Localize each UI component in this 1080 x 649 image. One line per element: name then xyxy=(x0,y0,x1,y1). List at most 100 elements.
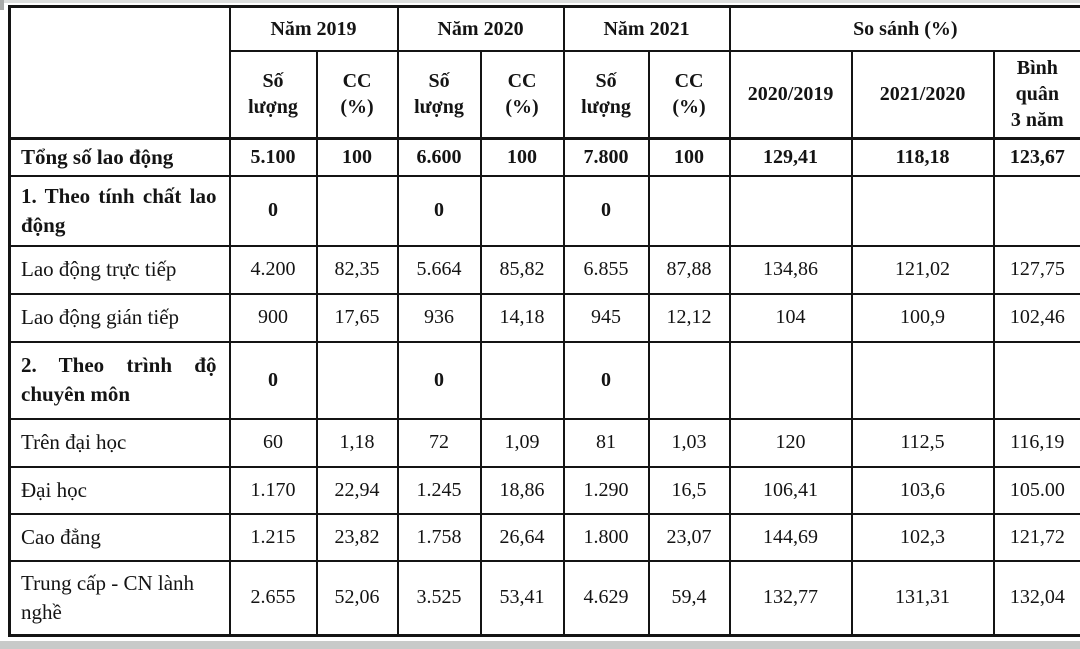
row-label: Tổng số lao động xyxy=(8,137,231,177)
table-cell: 26,64 xyxy=(479,512,565,562)
table-cell: 1.758 xyxy=(396,512,482,562)
table-cell: 2.655 xyxy=(228,559,318,637)
table-header: Năm 2019 Năm 2020 Năm 2021 So sánh (%) S… xyxy=(8,5,1080,140)
col-header-cc-2021: CC (%) xyxy=(647,49,731,140)
table-cell: 60 xyxy=(228,417,318,468)
col-group-so-sanh: So sánh (%) xyxy=(728,5,1080,52)
corner-cell xyxy=(8,5,231,140)
col-header-so-luong-2021: Số lượng xyxy=(562,49,650,140)
row-label: Trên đại học xyxy=(8,417,231,468)
header-group-row: Năm 2019 Năm 2020 Năm 2021 So sánh (%) xyxy=(8,5,1080,140)
table-cell: 12,12 xyxy=(647,292,731,343)
table-cell: 3.525 xyxy=(396,559,482,637)
table-cell xyxy=(315,340,399,420)
table-cell: 1.800 xyxy=(562,512,650,562)
table-cell: 4.200 xyxy=(228,244,318,295)
table-cell: 100,9 xyxy=(850,292,995,343)
table-cell: 87,88 xyxy=(647,244,731,295)
table-cell: 85,82 xyxy=(479,244,565,295)
table-cell: 5.664 xyxy=(396,244,482,295)
table-cell: 53,41 xyxy=(479,559,565,637)
table-cell xyxy=(647,174,731,247)
table-cell: 52,06 xyxy=(315,559,399,637)
labor-statistics-table: Năm 2019 Năm 2020 Năm 2021 So sánh (%) S… xyxy=(8,5,1080,637)
table-cell: 0 xyxy=(228,174,318,247)
table-cell: 23,07 xyxy=(647,512,731,562)
table-cell: 72 xyxy=(396,417,482,468)
page-top-strip xyxy=(0,0,1080,3)
table-cell: 14,18 xyxy=(479,292,565,343)
table-cell xyxy=(315,174,399,247)
table-cell: 0 xyxy=(562,340,650,420)
table-cell: 1.290 xyxy=(562,465,650,515)
table-cell xyxy=(479,174,565,247)
table-cell: 121,72 xyxy=(992,512,1080,562)
row-label: Lao động trực tiếp xyxy=(8,244,231,295)
col-header-so-luong-2019: Số lượng xyxy=(228,49,318,140)
table-cell: 116,19 xyxy=(992,417,1080,468)
table-cell: 81 xyxy=(562,417,650,468)
table-row: Lao động gián tiếp 900 17,65 936 14,18 945 12,… xyxy=(8,292,1080,343)
table-cell: 100 xyxy=(479,137,565,177)
row-label: Lao động gián tiếp xyxy=(8,292,231,343)
table-cell: 123,67 xyxy=(992,137,1080,177)
table-row: Trên đại học 60 1,18 72 1,09 81 1,03 120 112,5 11… xyxy=(8,417,1080,468)
col-header-so-luong-2020: Số lượng xyxy=(396,49,482,140)
table-cell: 6.855 xyxy=(562,244,650,295)
table-cell: 7.800 xyxy=(562,137,650,177)
table-cell: 82,35 xyxy=(315,244,399,295)
col-header-cc-2019: CC (%) xyxy=(315,49,399,140)
table-row: Tổng số lao động 5.100 100 6.600 100 7.800 100… xyxy=(8,137,1080,177)
col-group-nam-2020: Năm 2020 xyxy=(396,5,565,52)
table-cell: 120 xyxy=(728,417,853,468)
row-label: Đại học xyxy=(8,465,231,515)
table-cell xyxy=(850,340,995,420)
col-group-nam-2019: Năm 2019 xyxy=(228,5,399,52)
table-cell: 59,4 xyxy=(647,559,731,637)
col-header-2021-2020: 2021/2020 xyxy=(850,49,995,140)
table-cell: 17,65 xyxy=(315,292,399,343)
scan-artifact xyxy=(0,0,4,10)
table-cell: 102,3 xyxy=(850,512,995,562)
table-cell xyxy=(647,340,731,420)
table-cell: 1,18 xyxy=(315,417,399,468)
table-cell: 132,77 xyxy=(728,559,853,637)
col-header-binh-quan-3-nam: Bình quân 3 năm xyxy=(992,49,1080,140)
table-cell: 131,31 xyxy=(850,559,995,637)
table-cell: 16,5 xyxy=(647,465,731,515)
header-sub-row: Số lượng CC (%) Số lượng CC (%) Số lượng… xyxy=(10,49,1080,140)
table-cell: 144,69 xyxy=(728,512,853,562)
table-cell: 4.629 xyxy=(562,559,650,637)
table-cell: 1.170 xyxy=(228,465,318,515)
table-cell: 0 xyxy=(396,174,482,247)
table-cell xyxy=(479,340,565,420)
table-cell: 1.215 xyxy=(228,512,318,562)
table-row: Cao đẳng 1.215 23,82 1.758 26,64 1.800 23,07 14… xyxy=(8,512,1080,562)
row-label: 1. Theo tính chất lao động xyxy=(8,174,231,247)
table-row: 1. Theo tính chất lao động 0 0 0 xyxy=(8,174,1080,247)
table-cell xyxy=(992,340,1080,420)
table-cell: 945 xyxy=(562,292,650,343)
table-cell: 1.245 xyxy=(396,465,482,515)
row-label: Trung cấp - CN lành nghề xyxy=(8,559,231,637)
col-group-nam-2021: Năm 2021 xyxy=(562,5,731,52)
table-cell: 103,6 xyxy=(850,465,995,515)
page-bottom-strip xyxy=(0,641,1080,649)
table-row: Lao động trực tiếp 4.200 82,35 5.664 85,82 6.… xyxy=(8,244,1080,295)
table-cell: 0 xyxy=(396,340,482,420)
table-cell: 104 xyxy=(728,292,853,343)
table-cell: 22,94 xyxy=(315,465,399,515)
table-cell: 0 xyxy=(562,174,650,247)
table-cell xyxy=(992,174,1080,247)
col-header-cc-2020: CC (%) xyxy=(479,49,565,140)
row-label: 2. Theo trình độ chuyên môn xyxy=(8,340,231,420)
row-label: Cao đẳng xyxy=(8,512,231,562)
table-cell xyxy=(728,174,853,247)
table-cell: 18,86 xyxy=(479,465,565,515)
table-cell: 106,41 xyxy=(728,465,853,515)
table-cell xyxy=(850,174,995,247)
table-cell: 132,04 xyxy=(992,559,1080,637)
table-cell: 121,02 xyxy=(850,244,995,295)
col-header-2020-2019: 2020/2019 xyxy=(728,49,853,140)
table-cell xyxy=(728,340,853,420)
